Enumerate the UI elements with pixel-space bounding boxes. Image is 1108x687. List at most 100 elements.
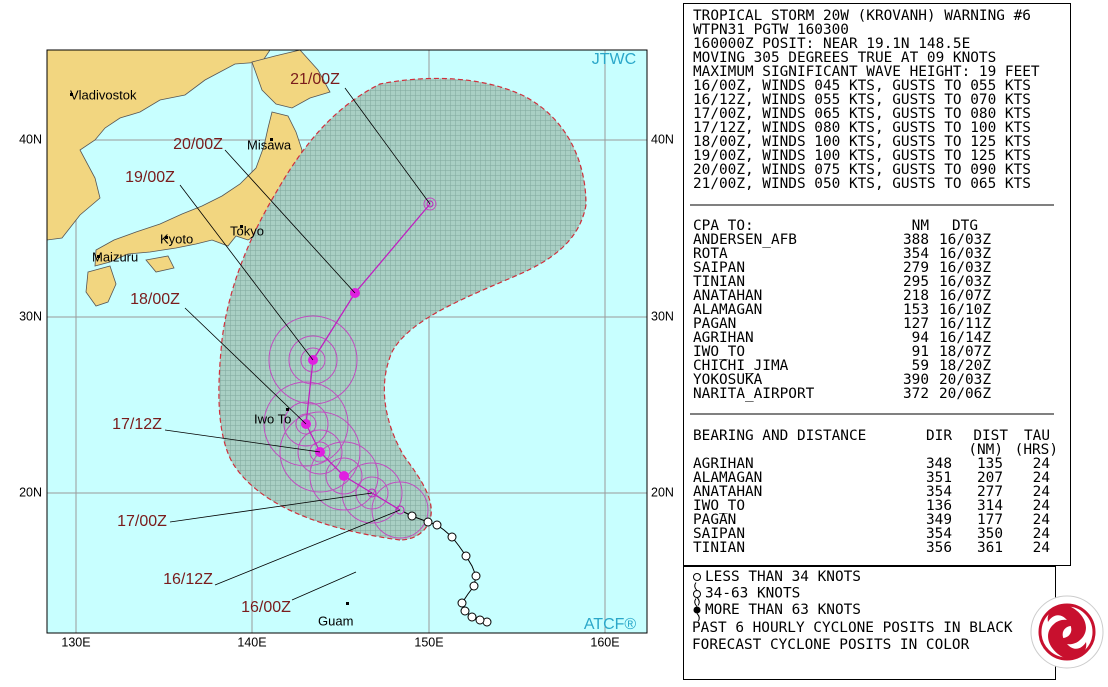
cpa-location: PAGAN [693, 316, 736, 332]
warning-line: 18/00Z, WINDS 100 KTS, GUSTS TO 125 KTS [693, 134, 1031, 150]
cpa-time: 16/03Z [939, 232, 991, 248]
cpa-location: CHICHI_JIMA [693, 358, 789, 374]
text-panel: TROPICAL STORM 20W (KROVANH) WARNING #6W… [683, 3, 1104, 680]
bearing-location: ANATAHAN [693, 484, 762, 500]
cpa-time: 18/07Z [939, 344, 991, 360]
cpa-time: 16/11Z [939, 316, 991, 332]
legend-item: LESS THAN 34 KNOTS [705, 569, 861, 585]
place-label: Misawa [247, 137, 292, 152]
bearing-distance: 177 [977, 512, 1003, 528]
bearing-distance: 314 [977, 498, 1003, 514]
lat-label: 40N [651, 132, 674, 146]
land [47, 50, 331, 307]
map-credit: ATCF® [584, 616, 637, 633]
warning-line: WTPN31 PGTW 160300 [693, 22, 849, 38]
cpa-header: DTG [952, 218, 978, 234]
forecast-label: 17/00Z [117, 513, 167, 530]
warning-line: 17/00Z, WINDS 065 KTS, GUSTS TO 080 KTS [693, 106, 1031, 122]
map: JTWC ATCF® 130E 140E 150E 160E 20N 20N 30N 30N 4… [19, 49, 674, 649]
cpa-time: 20/03Z [939, 372, 991, 388]
legend-symbol [693, 573, 701, 581]
forecast-label: 18/00Z [130, 291, 180, 308]
bearing-location: ALAMAGAN [693, 470, 762, 486]
map-source: JTWC [592, 51, 636, 68]
cpa-distance: 388 [903, 232, 929, 248]
bearing-direction: 354 [926, 526, 952, 542]
cpa-location: ALAMAGAN [693, 302, 762, 318]
cpa-time: 16/03Z [939, 274, 991, 290]
forecast-storm-symbols [367, 200, 434, 515]
bearing-distance: 135 [977, 456, 1003, 472]
cpa-location: ANDERSEN_AFB [693, 232, 797, 248]
bearing-distance: 350 [977, 526, 1003, 542]
legend-note: PAST 6 HOURLY CYCLONE POSITS IN BLACK [692, 620, 1013, 636]
bearing-location: AGRIHAN [693, 456, 754, 472]
warning-line: 17/12Z, WINDS 080 KTS, GUSTS TO 100 KTS [693, 120, 1031, 136]
bearing-tau: 24 [1033, 470, 1050, 486]
cpa-distance: 127 [903, 316, 929, 332]
legend-item: 34-63 KNOTS [705, 586, 800, 602]
legend-symbol [693, 582, 701, 606]
cpa-time: 16/03Z [939, 260, 991, 276]
bearing-header: DIST [973, 428, 1008, 444]
bearing-header: TAU [1024, 428, 1050, 444]
warning-line: 16/12Z, WINDS 055 KTS, GUSTS TO 070 KTS [693, 92, 1031, 108]
cpa-location: NARITA_AIRPORT [693, 386, 815, 402]
bearing-tau: 24 [1033, 526, 1050, 542]
bearing-location: PAGAN [693, 512, 736, 528]
bearing-tau: 24 [1033, 484, 1050, 500]
cpa-distance: 59 [912, 358, 929, 374]
cpa-location: SAIPAN [693, 260, 745, 276]
legend-note: FORECAST CYCLONE POSITS IN COLOR [692, 637, 970, 653]
warning-line: MAXIMUM SIGNIFICANT WAVE HEIGHT: 19 FEET [693, 64, 1040, 80]
bearing-direction: 354 [926, 484, 952, 500]
bearing-location: IWO_TO [693, 498, 745, 514]
cpa-location: ROTA [693, 246, 728, 262]
bearing-tau: 24 [1033, 540, 1050, 556]
cpa-header: CPA TO: [693, 218, 754, 234]
cpa-time: 20/06Z [939, 386, 991, 402]
cpa-distance: 94 [912, 330, 929, 346]
bearing-direction: 136 [926, 498, 952, 514]
legend-box [683, 566, 1056, 680]
forecast-label: 21/00Z [290, 71, 340, 88]
cpa-time: 16/14Z [939, 330, 991, 346]
legend-item: MORE THAN 63 KNOTS [705, 602, 861, 618]
cpa-distance: 390 [903, 372, 929, 388]
lat-label: 20N [651, 485, 674, 499]
lat-label: 40N [19, 132, 42, 146]
lon-label: 130E [61, 635, 90, 649]
bearing-unit: (HRS) [1015, 442, 1058, 458]
cpa-distance: 354 [903, 246, 929, 262]
bearing-unit: (NM) [968, 442, 1003, 458]
lat-label: 30N [651, 309, 674, 323]
map-frame [46, 49, 648, 634]
bearing-tau: 24 [1033, 456, 1050, 472]
cpa-time: 16/10Z [939, 302, 991, 318]
place-dots [70, 93, 349, 605]
warning-line: 16/00Z, WINDS 045 KTS, GUSTS TO 055 KTS [693, 78, 1031, 94]
cpa-distance: 153 [903, 302, 929, 318]
lat-label: 30N [19, 309, 42, 323]
place-label: Kyoto [160, 231, 193, 246]
place-label: Iwo To [254, 411, 291, 426]
cpa-time: 16/03Z [939, 246, 991, 262]
warning-line: MOVING 305 DEGREES TRUE AT 09 KNOTS [693, 50, 996, 66]
text-box [683, 3, 1071, 566]
warning-line: 160000Z POSIT: NEAR 19.1N 148.5E [693, 36, 970, 52]
cpa-location: AGRIHAN [693, 330, 754, 346]
cpa-distance: 295 [903, 274, 929, 290]
lat-label: 20N [19, 485, 42, 499]
cpa-distance: 91 [912, 344, 929, 360]
cpa-location: IWO_TO [693, 344, 745, 360]
bearing-location: SAIPAN [693, 526, 745, 542]
lon-label: 140E [237, 635, 266, 649]
place-label: Maizuru [92, 249, 138, 264]
bearing-header: BEARING AND DISTANCE [693, 428, 866, 444]
bearing-tau: 24 [1033, 512, 1050, 528]
bearing-tau: 24 [1033, 498, 1050, 514]
forecast-track [305, 203, 431, 511]
warning-line: TROPICAL STORM 20W (KROVANH) WARNING #6 [693, 8, 1031, 24]
place-label: Tokyo [230, 223, 264, 238]
